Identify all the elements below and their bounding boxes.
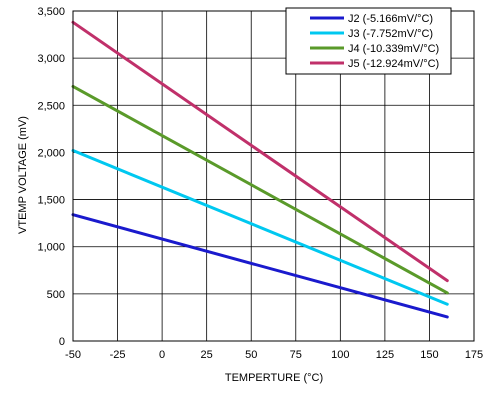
y-tick-label: 3,000 xyxy=(37,53,65,65)
x-tick-label: 100 xyxy=(331,349,349,361)
y-tick-label: 2,000 xyxy=(37,147,65,159)
x-tick-label: 25 xyxy=(201,349,213,361)
series-line xyxy=(71,20,449,283)
x-tick-label: 175 xyxy=(465,349,483,361)
y-tick-label: 500 xyxy=(47,289,65,301)
y-tick-label: 1,000 xyxy=(37,242,65,254)
x-tick-label: 0 xyxy=(159,349,165,361)
series-line xyxy=(71,149,449,306)
y-tick-label: 3,500 xyxy=(37,6,65,18)
plot-frame xyxy=(72,10,475,342)
x-tick-label: 75 xyxy=(290,349,302,361)
legend: J2 (-5.166mV/°C) J3 (-7.752mV/°C) J4 (-10.… xyxy=(285,7,452,75)
y-axis-ticks: 0 500 1,000 1,500 2,000 2,500 3,000 3,500 xyxy=(37,6,65,348)
legend-label: J4 (-10.339mV/°C) xyxy=(348,43,439,55)
series-line xyxy=(71,84,449,295)
y-axis-label: VTEMP VOLTAGE (mV) xyxy=(17,116,29,234)
x-axis-ticks: -50 -25 0 25 50 75 100 125 150 175 xyxy=(65,349,483,361)
x-tick-label: -50 xyxy=(65,349,81,361)
x-tick-label: 125 xyxy=(376,349,394,361)
y-tick-label: 0 xyxy=(59,336,65,348)
series-line xyxy=(71,213,449,319)
legend-label: J2 (-5.166mV/°C) xyxy=(348,13,433,25)
legend-label: J5 (-12.924mV/°C) xyxy=(348,58,439,70)
series-lines xyxy=(71,20,449,319)
legend-label: J3 (-7.752mV/°C) xyxy=(348,28,433,40)
x-axis-label: TEMPERTURE (°C) xyxy=(225,372,323,384)
y-tick-label: 1,500 xyxy=(37,195,65,207)
x-tick-label: -25 xyxy=(110,349,126,361)
x-tick-label: 50 xyxy=(245,349,257,361)
y-tick-label: 2,500 xyxy=(37,100,65,112)
x-tick-label: 150 xyxy=(420,349,438,361)
